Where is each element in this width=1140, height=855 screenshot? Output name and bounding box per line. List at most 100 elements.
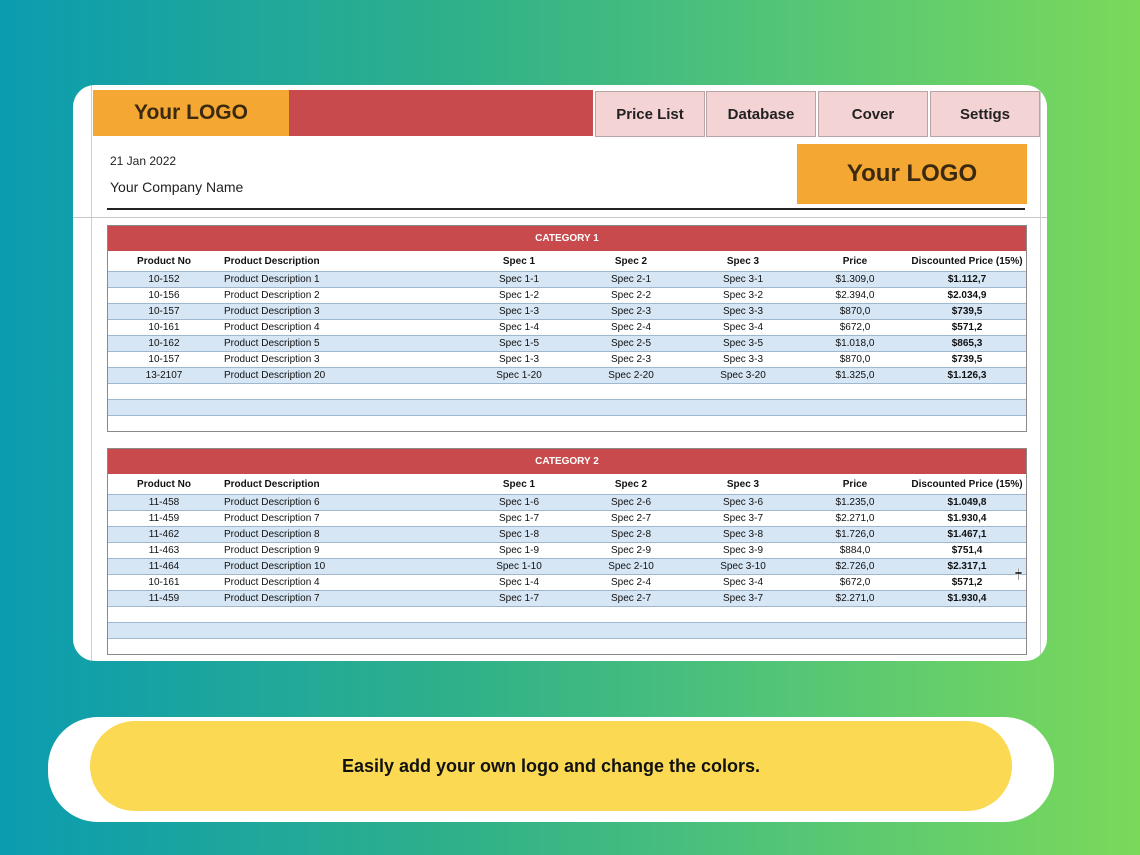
table-cell[interactable]: Product Description 2: [220, 287, 460, 304]
table-cell[interactable]: $1.309,0: [802, 271, 908, 288]
table-cell[interactable]: 10-161: [108, 319, 220, 336]
table-cell[interactable]: [108, 638, 220, 654]
table-cell[interactable]: $1.235,0: [802, 494, 908, 511]
table-cell[interactable]: Spec 3-2: [684, 287, 802, 304]
table-cell[interactable]: $2.394,0: [802, 287, 908, 304]
table-cell[interactable]: [220, 638, 460, 654]
table-cell[interactable]: $672,0: [802, 319, 908, 336]
table-cell[interactable]: [908, 606, 1026, 623]
table-cell[interactable]: Spec 1-6: [460, 494, 578, 511]
table-cell[interactable]: Spec 3-4: [684, 574, 802, 591]
table-cell[interactable]: $1.726,0: [802, 526, 908, 543]
table-cell[interactable]: [108, 415, 220, 431]
table-cell[interactable]: Product Description 6: [220, 494, 460, 511]
table-cell[interactable]: Spec 3-20: [684, 367, 802, 384]
table-cell[interactable]: Spec 3-8: [684, 526, 802, 543]
table-cell[interactable]: $571,2: [908, 319, 1026, 336]
table-cell[interactable]: 10-152: [108, 271, 220, 288]
tab-settings[interactable]: Settigs: [930, 91, 1040, 137]
table-cell[interactable]: 11-463: [108, 542, 220, 559]
table-cell[interactable]: Product Description 7: [220, 590, 460, 607]
table-cell[interactable]: Spec 1-4: [460, 574, 578, 591]
table-cell[interactable]: $884,0: [802, 542, 908, 559]
table-cell[interactable]: Spec 3-5: [684, 335, 802, 352]
table-cell[interactable]: Spec 3-10: [684, 558, 802, 575]
table-cell[interactable]: [802, 399, 908, 416]
tab-cover[interactable]: Cover: [818, 91, 928, 137]
table-cell[interactable]: [684, 399, 802, 416]
table-cell[interactable]: Spec 1-5: [460, 335, 578, 352]
table-cell[interactable]: 10-162: [108, 335, 220, 352]
table-cell[interactable]: [220, 383, 460, 400]
table-cell[interactable]: $739,5: [908, 351, 1026, 368]
table-cell[interactable]: Spec 2-7: [578, 590, 684, 607]
table-cell[interactable]: Spec 1-20: [460, 367, 578, 384]
table-cell[interactable]: $2.034,9: [908, 287, 1026, 304]
table-cell[interactable]: [908, 638, 1026, 654]
table-cell[interactable]: 13-2107: [108, 367, 220, 384]
table-cell[interactable]: $2.726,0: [802, 558, 908, 575]
table-cell[interactable]: [802, 606, 908, 623]
table-cell[interactable]: $1.325,0: [802, 367, 908, 384]
table-cell[interactable]: Spec 1-7: [460, 510, 578, 527]
table-cell[interactable]: Spec 1-3: [460, 351, 578, 368]
table-cell[interactable]: $1.018,0: [802, 335, 908, 352]
tab-database[interactable]: Database: [706, 91, 816, 137]
table-cell[interactable]: [578, 383, 684, 400]
table-cell[interactable]: [684, 606, 802, 623]
table-cell[interactable]: Spec 3-7: [684, 590, 802, 607]
table-cell[interactable]: [108, 606, 220, 623]
table-cell[interactable]: [108, 399, 220, 416]
table-cell[interactable]: [578, 415, 684, 431]
table-cell[interactable]: Spec 2-10: [578, 558, 684, 575]
table-cell[interactable]: [802, 383, 908, 400]
table-cell[interactable]: Product Description 1: [220, 271, 460, 288]
table-cell[interactable]: $2.271,0: [802, 590, 908, 607]
table-cell[interactable]: Product Description 5: [220, 335, 460, 352]
table-cell[interactable]: Spec 2-7: [578, 510, 684, 527]
table-cell[interactable]: Spec 1-8: [460, 526, 578, 543]
table-cell[interactable]: Spec 1-4: [460, 319, 578, 336]
table-cell[interactable]: [460, 606, 578, 623]
table-cell[interactable]: [460, 622, 578, 639]
table-cell[interactable]: [460, 399, 578, 416]
table-cell[interactable]: Spec 2-5: [578, 335, 684, 352]
table-cell[interactable]: Spec 1-7: [460, 590, 578, 607]
table-cell[interactable]: [460, 415, 578, 431]
table-cell[interactable]: $1.049,8: [908, 494, 1026, 511]
table-cell[interactable]: [578, 638, 684, 654]
table-cell[interactable]: Product Description 8: [220, 526, 460, 543]
table-cell[interactable]: $870,0: [802, 351, 908, 368]
table-cell[interactable]: $739,5: [908, 303, 1026, 320]
table-cell[interactable]: $1.126,3: [908, 367, 1026, 384]
table-cell[interactable]: 10-156: [108, 287, 220, 304]
table-cell[interactable]: Product Description 3: [220, 303, 460, 320]
table-cell[interactable]: Product Description 4: [220, 574, 460, 591]
table-cell[interactable]: Spec 1-9: [460, 542, 578, 559]
table-cell[interactable]: 10-157: [108, 303, 220, 320]
table-cell[interactable]: 11-459: [108, 590, 220, 607]
table-cell[interactable]: [908, 415, 1026, 431]
table-cell[interactable]: Spec 2-20: [578, 367, 684, 384]
table-cell[interactable]: Spec 2-4: [578, 319, 684, 336]
table-cell[interactable]: Spec 1-1: [460, 271, 578, 288]
table-cell[interactable]: [684, 638, 802, 654]
table-cell[interactable]: [578, 399, 684, 416]
table-cell[interactable]: $1.467,1: [908, 526, 1026, 543]
table-cell[interactable]: [684, 415, 802, 431]
table-cell[interactable]: [460, 383, 578, 400]
table-cell[interactable]: Spec 3-9: [684, 542, 802, 559]
table-cell[interactable]: [578, 606, 684, 623]
table-cell[interactable]: $2.271,0: [802, 510, 908, 527]
table-cell[interactable]: [802, 415, 908, 431]
table-cell[interactable]: Spec 3-3: [684, 303, 802, 320]
table-cell[interactable]: [908, 399, 1026, 416]
table-cell[interactable]: [220, 399, 460, 416]
table-cell[interactable]: [220, 622, 460, 639]
table-cell[interactable]: [220, 606, 460, 623]
table-cell[interactable]: Product Description 4: [220, 319, 460, 336]
table-cell[interactable]: Product Description 7: [220, 510, 460, 527]
table-cell[interactable]: $1.930,4: [908, 510, 1026, 527]
table-cell[interactable]: Spec 2-2: [578, 287, 684, 304]
table-cell[interactable]: 11-458: [108, 494, 220, 511]
